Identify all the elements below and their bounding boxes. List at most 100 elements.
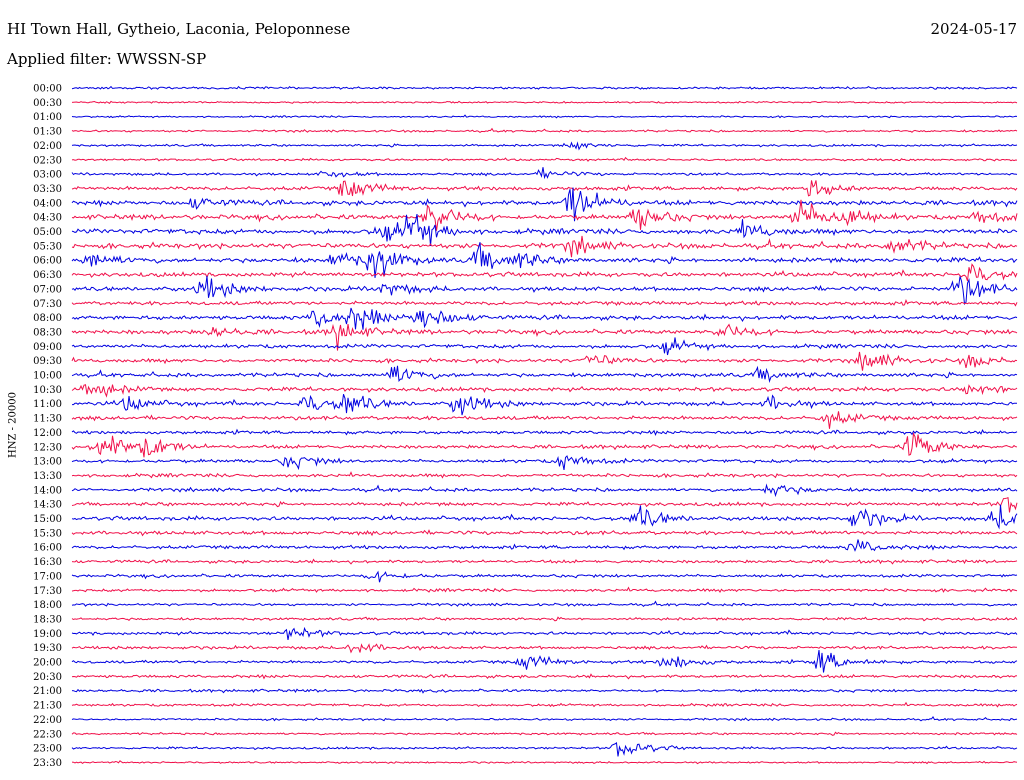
row-time-label: 08:00 <box>33 313 62 324</box>
seismic-trace <box>71 586 1018 594</box>
row-time-label: 00:30 <box>33 98 62 109</box>
row-time-label: 09:00 <box>33 342 62 353</box>
seismic-trace <box>71 214 1018 247</box>
seismic-trace <box>71 384 1018 398</box>
row-time-label: 22:30 <box>33 729 62 740</box>
seismic-trace <box>71 471 1018 479</box>
seismic-trace <box>71 650 1018 673</box>
row-time-label: 21:00 <box>33 686 62 697</box>
seismic-trace <box>71 180 1018 197</box>
seismic-trace <box>71 114 1018 119</box>
seismic-trace <box>71 141 1018 151</box>
row-time-label: 14:00 <box>33 485 62 496</box>
row-time-label: 12:30 <box>33 442 62 453</box>
seismic-trace <box>71 539 1018 552</box>
row-time-label: 23:00 <box>33 744 62 755</box>
seismic-trace <box>71 351 1018 371</box>
seismic-trace <box>71 742 1018 757</box>
seismic-trace <box>71 127 1018 134</box>
row-time-label: 16:00 <box>33 543 62 554</box>
row-time-label: 09:30 <box>33 356 62 367</box>
row-time-label: 17:30 <box>33 586 62 597</box>
seismic-trace <box>71 497 1018 513</box>
row-time-label: 02:30 <box>33 155 62 166</box>
seismic-trace <box>71 529 1018 537</box>
seismic-trace <box>71 558 1018 565</box>
row-time-label: 16:30 <box>33 557 62 568</box>
row-time-label: 13:00 <box>33 457 62 468</box>
seismic-trace <box>71 199 1018 231</box>
row-time-label: 18:00 <box>33 600 62 611</box>
row-time-label: 20:30 <box>33 672 62 683</box>
row-time-label: 10:00 <box>33 371 62 382</box>
row-time-label: 18:30 <box>33 614 62 625</box>
row-time-label: 19:00 <box>33 629 62 640</box>
row-time-label: 15:00 <box>33 514 62 525</box>
seismic-trace <box>71 242 1018 278</box>
seismic-trace <box>71 715 1018 722</box>
seismic-trace <box>71 673 1018 680</box>
row-time-label: 11:30 <box>33 414 62 425</box>
station-title: HI Town Hall, Gytheio, Laconia, Peloponn… <box>7 20 351 38</box>
seismic-trace <box>71 431 1018 458</box>
row-time-label: 12:00 <box>33 428 62 439</box>
seismic-trace <box>71 365 1018 383</box>
row-time-label: 17:00 <box>33 571 62 582</box>
row-time-label: 03:00 <box>33 170 62 181</box>
seismic-trace <box>71 275 1018 306</box>
seismic-trace <box>71 570 1018 583</box>
seismic-trace <box>71 299 1018 307</box>
seismic-trace <box>72 394 1017 416</box>
row-time-label: 14:30 <box>33 500 62 511</box>
seismic-trace <box>71 187 1018 222</box>
seismic-trace <box>71 504 1018 530</box>
seismic-trace <box>71 731 1018 736</box>
seismic-trace <box>71 411 1018 429</box>
seismic-trace <box>71 337 1018 356</box>
seismic-trace <box>71 167 1018 180</box>
filter-label: Applied filter: WWSSN-SP <box>7 50 207 68</box>
row-time-label: 15:30 <box>33 528 62 539</box>
seismic-trace <box>71 616 1018 622</box>
row-time-label: 07:30 <box>33 299 62 310</box>
row-time-label: 01:30 <box>33 127 62 138</box>
row-time-label: 20:00 <box>33 658 62 669</box>
seismic-trace <box>71 263 1018 282</box>
seismic-trace <box>71 688 1018 694</box>
date-label: 2024-05-17 <box>930 20 1017 38</box>
row-time-label: 19:30 <box>33 643 62 654</box>
row-time-label: 01:00 <box>33 112 62 123</box>
seismic-trace <box>71 100 1018 104</box>
seismic-trace <box>71 600 1018 607</box>
seismic-trace <box>71 323 1018 351</box>
row-time-label: 03:30 <box>33 184 62 195</box>
seismic-trace <box>71 307 1018 330</box>
row-time-label: 07:00 <box>33 284 62 295</box>
row-time-label: 04:30 <box>33 213 62 224</box>
seismic-trace <box>71 701 1018 708</box>
seismic-trace <box>71 235 1018 258</box>
row-time-label: 13:30 <box>33 471 62 482</box>
row-time-label: 04:00 <box>33 198 62 209</box>
row-time-label: 10:30 <box>33 385 62 396</box>
seismic-trace <box>71 85 1018 90</box>
seismic-trace <box>71 483 1018 498</box>
row-time-label: 02:00 <box>33 141 62 152</box>
row-time-label: 21:30 <box>33 701 62 712</box>
seismic-trace <box>71 156 1018 162</box>
row-time-label: 22:00 <box>33 715 62 726</box>
seismic-trace <box>71 643 1017 654</box>
row-time-label: 23:30 <box>33 758 62 769</box>
row-time-label: 08:30 <box>33 327 62 338</box>
seismic-trace <box>71 760 1018 765</box>
row-time-label: 05:30 <box>33 241 62 252</box>
seismic-trace <box>71 455 1018 471</box>
row-time-label: 00:00 <box>33 84 62 95</box>
row-time-label: 06:30 <box>33 270 62 281</box>
seismic-trace <box>71 626 1018 640</box>
row-time-label: 05:00 <box>33 227 62 238</box>
row-time-label: 11:00 <box>33 399 62 410</box>
row-time-label: 06:00 <box>33 256 62 267</box>
seismic-trace <box>71 428 1018 437</box>
